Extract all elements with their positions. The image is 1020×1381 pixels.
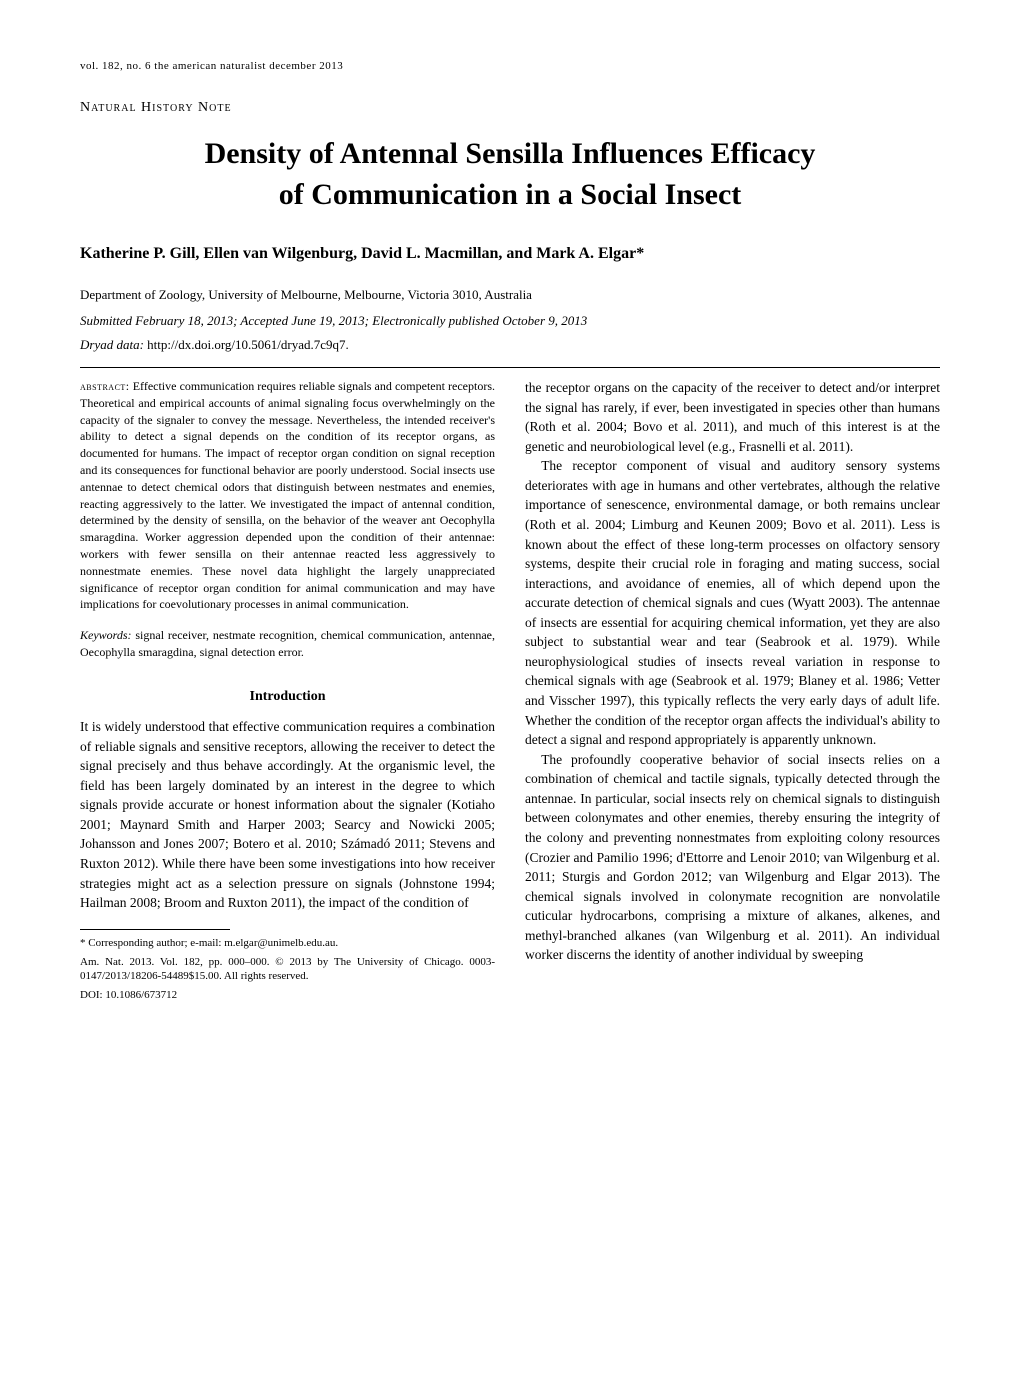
horizontal-rule-top xyxy=(80,367,940,368)
title-line-1: Density of Antennal Sensilla Influences … xyxy=(205,137,816,170)
submission-dates: Submitted February 18, 2013; Accepted Ju… xyxy=(80,313,940,329)
title-line-2: of Communication in a Social Insect xyxy=(279,178,742,211)
abstract-text: Effective communication requires reliabl… xyxy=(80,379,495,611)
intro-paragraph-1: It is widely understood that effective c… xyxy=(80,717,495,913)
affiliation: Department of Zoology, University of Mel… xyxy=(80,287,940,303)
body-paragraph-right-3: The profoundly cooperative behavior of s… xyxy=(525,750,940,965)
citation-footnote: Am. Nat. 2013. Vol. 182, pp. 000–000. © … xyxy=(80,955,495,985)
two-column-body: abstract: Effective communication requir… xyxy=(80,378,940,1003)
body-paragraph-right-2: The receptor component of visual and aud… xyxy=(525,456,940,749)
keywords-label: Keywords: xyxy=(80,628,132,642)
article-type-label: Natural History Note xyxy=(80,100,940,116)
keywords-block: Keywords: signal receiver, nestmate reco… xyxy=(80,627,495,661)
dryad-data-line: Dryad data: http://dx.doi.org/10.5061/dr… xyxy=(80,337,940,353)
dryad-url: http://dx.doi.org/10.5061/dryad.7c9q7. xyxy=(147,337,349,352)
abstract-block: abstract: Effective communication requir… xyxy=(80,378,495,613)
abstract-label: abstract: xyxy=(80,379,130,393)
article-title: Density of Antennal Sensilla Influences … xyxy=(80,134,940,215)
corresponding-author-footnote: * Corresponding author; e-mail: m.elgar@… xyxy=(80,936,495,951)
introduction-heading: Introduction xyxy=(80,687,495,707)
body-paragraph-right-1: the receptor organs on the capacity of t… xyxy=(525,378,940,456)
dryad-label: Dryad data: xyxy=(80,337,144,352)
doi-footnote: DOI: 10.1086/673712 xyxy=(80,988,495,1003)
keywords-text: signal receiver, nestmate recognition, c… xyxy=(80,628,495,659)
running-header: vol. 182, no. 6 the american naturalist … xyxy=(80,60,940,72)
author-list: Katherine P. Gill, Ellen van Wilgenburg,… xyxy=(80,245,940,263)
footnote-rule xyxy=(80,929,230,930)
